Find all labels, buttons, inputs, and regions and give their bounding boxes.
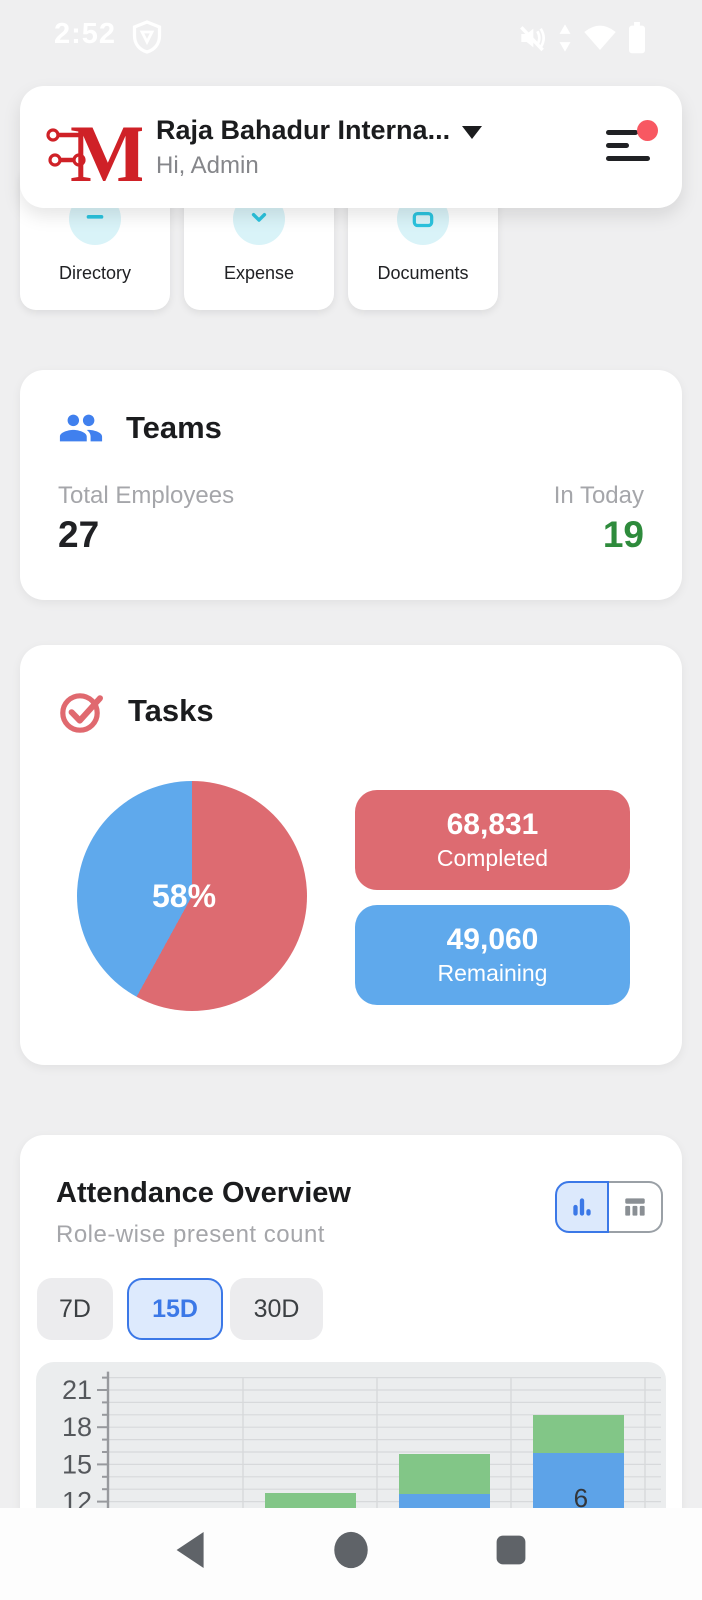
remaining-label: Remaining bbox=[437, 960, 548, 986]
menu-bar bbox=[606, 130, 638, 135]
recents-button[interactable] bbox=[493, 1530, 529, 1570]
status-time: 2:52 bbox=[54, 18, 117, 50]
table-icon bbox=[625, 1198, 645, 1216]
total-employees-label: Total Employees bbox=[58, 482, 235, 509]
menu-bar bbox=[606, 156, 650, 161]
chevron-down-icon bbox=[462, 125, 483, 139]
remaining-badge: 49,060 Remaining bbox=[355, 905, 630, 1005]
bar-value-label: 6 bbox=[573, 1482, 589, 1513]
network-arrows-icon bbox=[559, 24, 571, 52]
teams-title: Teams bbox=[126, 410, 222, 445]
tasks-percent-label: 58% bbox=[151, 877, 217, 914]
attendance-subtitle: Role-wise present count bbox=[56, 1221, 325, 1248]
greeting-text: Hi, Admin bbox=[156, 151, 259, 179]
people-icon bbox=[59, 414, 103, 442]
remaining-value: 49,060 bbox=[446, 923, 539, 956]
table-view-button[interactable] bbox=[609, 1181, 663, 1233]
bar-segment-green bbox=[532, 1414, 624, 1454]
svg-text:M: M bbox=[70, 108, 142, 189]
tasks-title: Tasks bbox=[128, 693, 214, 728]
menu-bar bbox=[606, 143, 629, 148]
header-text: Raja Bahadur Interna... Hi, Admin bbox=[156, 115, 594, 180]
home-button[interactable] bbox=[331, 1530, 371, 1570]
android-nav-bar bbox=[0, 1508, 702, 1600]
menu-button[interactable] bbox=[606, 120, 658, 168]
svg-text:18: 18 bbox=[62, 1412, 92, 1442]
status-bar: 2:52 bbox=[0, 0, 702, 72]
company-logo: M bbox=[46, 108, 142, 189]
total-employees-value: 27 bbox=[58, 514, 100, 555]
in-today-value: 19 bbox=[602, 514, 644, 555]
range-15d-button[interactable]: 15D bbox=[127, 1278, 223, 1340]
view-toggle bbox=[555, 1181, 663, 1233]
tasks-header: Tasks bbox=[58, 687, 214, 735]
completed-badge: 68,831 Completed bbox=[355, 790, 630, 890]
back-button[interactable] bbox=[173, 1530, 209, 1570]
vpn-shield-icon bbox=[132, 20, 162, 54]
header-card: M Raja Bahadur Interna... Hi, Admin bbox=[20, 86, 682, 208]
check-circle-icon bbox=[60, 693, 103, 733]
completed-value: 68,831 bbox=[446, 808, 539, 841]
bar-chart-icon bbox=[573, 1198, 591, 1216]
quick-card-label: Documents bbox=[377, 263, 469, 283]
battery-icon bbox=[629, 22, 645, 54]
wifi-icon bbox=[584, 25, 616, 50]
svg-text:15: 15 bbox=[62, 1449, 92, 1479]
svg-text:21: 21 bbox=[62, 1375, 92, 1405]
bar-segment-green bbox=[398, 1454, 490, 1495]
teams-card: Teams Total Employees 27 In Today 19 bbox=[20, 370, 682, 600]
teams-header: Teams bbox=[58, 408, 222, 448]
in-today-label: In Today bbox=[553, 482, 644, 509]
quick-card-label: Directory bbox=[58, 263, 131, 283]
tasks-card: Tasks 58% 68,831 Completed 49,060 Remain… bbox=[20, 645, 682, 1065]
range-7d-button[interactable]: 7D bbox=[37, 1278, 113, 1340]
bar-chart-view-button[interactable] bbox=[555, 1181, 609, 1233]
tasks-pie-chart: 58% bbox=[77, 781, 307, 1011]
attendance-title: Attendance Overview bbox=[56, 1177, 351, 1209]
company-name: Raja Bahadur Interna... bbox=[156, 114, 451, 145]
range-30d-button[interactable]: 30D bbox=[230, 1278, 323, 1340]
notification-dot bbox=[637, 120, 658, 141]
volume-muted-icon bbox=[520, 26, 545, 52]
completed-label: Completed bbox=[436, 845, 549, 871]
quick-card-label: Expense bbox=[223, 263, 295, 283]
company-selector[interactable]: Raja Bahadur Interna... bbox=[156, 115, 594, 146]
